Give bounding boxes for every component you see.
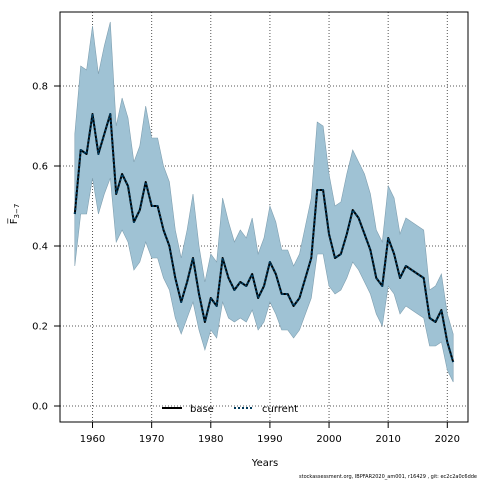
x-tick-label: 1990 xyxy=(257,434,282,445)
x-axis-ticks: 1960 1970 1980 1990 2000 2010 2020 xyxy=(80,422,460,445)
x-tick-label: 1960 xyxy=(80,434,105,445)
y-tick-label: 0.8 xyxy=(32,82,48,93)
y-axis-ticks: 0.0 0.2 0.4 0.6 0.8 xyxy=(32,82,60,413)
series-line-current xyxy=(73,113,455,363)
y-axis-title: F̅3−7 xyxy=(7,204,21,225)
svg-text:F̅3−7: F̅3−7 xyxy=(7,204,21,225)
x-axis-title: Years xyxy=(251,458,278,469)
x-tick-label: 2020 xyxy=(435,434,460,445)
y-axis-title-main: F̅ xyxy=(7,218,20,225)
series-lines-layer xyxy=(73,113,455,363)
footer-note: stockassessment.org, IBPFAR2020_am001, r… xyxy=(299,474,477,480)
legend-base-label: base xyxy=(190,404,214,415)
x-tick-label: 1980 xyxy=(198,434,223,445)
y-tick-label: 0.2 xyxy=(32,322,48,333)
x-tick-label: 2010 xyxy=(375,434,400,445)
y-tick-label: 0.6 xyxy=(32,162,48,173)
y-tick-label: 0.0 xyxy=(32,402,48,413)
legend-current-label: current xyxy=(262,404,298,415)
x-tick-label: 1970 xyxy=(139,434,164,445)
y-tick-label: 0.4 xyxy=(32,242,48,253)
legend: base current xyxy=(162,404,298,415)
y-axis-title-subscript: 3−7 xyxy=(13,204,21,219)
x-tick-label: 2000 xyxy=(316,434,341,445)
plot-frame xyxy=(59,11,469,423)
